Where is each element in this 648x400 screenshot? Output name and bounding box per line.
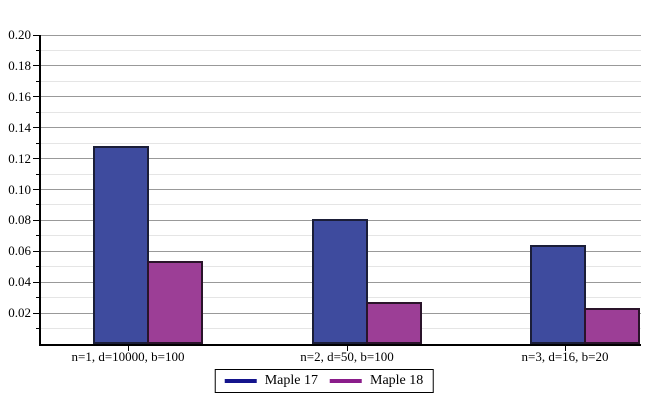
gridline-major (40, 189, 641, 190)
bar-maple-18-group-3 (584, 308, 640, 344)
legend-label: Maple 17 (264, 373, 318, 388)
legend-line-swatch (224, 378, 257, 383)
y-tick-label: 0.18 (8, 57, 31, 73)
y-major-tick (33, 312, 40, 314)
gridline-minor (40, 49, 641, 51)
y-minor-tick (36, 111, 40, 113)
y-major-tick (33, 189, 40, 190)
y-minor-tick (36, 266, 40, 268)
gridline-major (40, 127, 641, 129)
y-minor-tick (36, 173, 40, 175)
gridline-major (40, 34, 641, 36)
y-minor-tick (36, 49, 40, 51)
bar-maple-18-group-2 (366, 302, 422, 344)
legend-entry-maple-18: Maple 18 (330, 372, 423, 389)
x-tick-label: n=1, d=10000, b=100 (71, 349, 185, 364)
bar-maple-17-group-1 (93, 146, 149, 344)
bar-maple-18-group-1 (147, 261, 203, 344)
y-tick-label: 0.04 (8, 274, 31, 290)
gridline-major (40, 96, 641, 98)
y-tick-label: 0.12 (8, 150, 31, 166)
y-axis (39, 35, 41, 344)
y-tick-label: 0.20 (8, 27, 31, 42)
y-minor-tick (36, 328, 40, 330)
legend-label: Maple 18 (370, 373, 424, 388)
y-tick-label: 0.08 (8, 212, 31, 228)
y-minor-tick (36, 204, 40, 206)
y-tick-label: 0.14 (8, 119, 31, 135)
legend-line-swatch (330, 378, 362, 383)
gridline-minor (40, 111, 641, 113)
y-major-tick (33, 158, 40, 160)
y-major-tick (33, 250, 40, 252)
x-tick (565, 345, 566, 351)
y-major-tick (33, 219, 40, 221)
gridline-minor (40, 204, 641, 206)
x-tick-label: n=2, d=50, b=100 (300, 349, 394, 364)
x-axis (39, 344, 641, 346)
gridline-major (40, 65, 641, 67)
legend-entry-maple-17: Maple 17 (224, 372, 318, 389)
x-tick-label: n=3, d=16, b=20 (521, 349, 609, 364)
y-major-tick (33, 127, 40, 129)
bar-maple-17-group-3 (530, 245, 586, 344)
y-tick-label: 0.02 (8, 305, 31, 321)
y-major-tick (33, 281, 40, 283)
gridline-minor (40, 142, 641, 144)
y-tick-label: 0.10 (8, 181, 31, 197)
gridline-minor (40, 80, 641, 82)
y-tick-label: 0.06 (8, 243, 31, 259)
y-major-tick (33, 34, 40, 36)
y-major-tick (33, 96, 40, 98)
y-major-tick (33, 65, 40, 67)
y-minor-tick (36, 297, 40, 299)
y-minor-tick (36, 142, 40, 144)
x-tick (128, 345, 129, 351)
gridline-minor (40, 173, 641, 175)
y-minor-tick (36, 80, 40, 82)
x-tick (347, 345, 348, 351)
y-tick-label: 0.16 (8, 88, 31, 104)
gridline-major (40, 158, 641, 160)
y-minor-tick (36, 235, 40, 237)
legend: Maple 17 Maple 18 (214, 369, 434, 393)
bar-maple-17-group-2 (312, 219, 368, 344)
